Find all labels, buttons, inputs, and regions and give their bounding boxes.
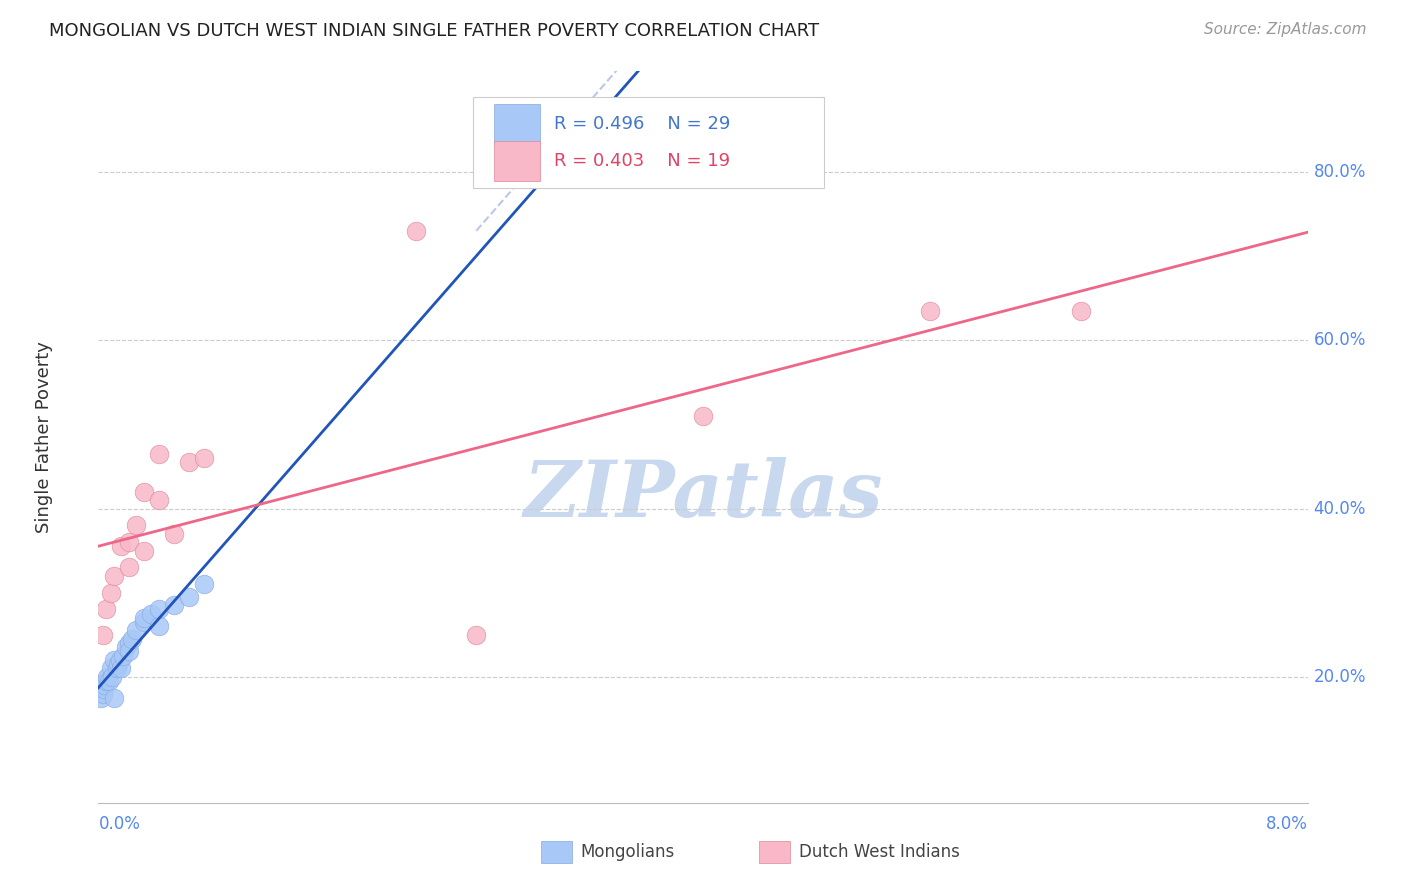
Point bbox=[132, 543, 155, 558]
FancyBboxPatch shape bbox=[494, 104, 540, 145]
Point bbox=[100, 585, 122, 599]
Text: 40.0%: 40.0% bbox=[1313, 500, 1367, 517]
Point bbox=[125, 518, 148, 533]
Text: ZIPatlas: ZIPatlas bbox=[523, 458, 883, 533]
Text: Single Father Poverty: Single Father Poverty bbox=[35, 341, 53, 533]
Point bbox=[108, 653, 131, 667]
Point bbox=[148, 493, 170, 508]
Point bbox=[110, 661, 132, 675]
Point bbox=[118, 644, 141, 658]
Point bbox=[90, 690, 112, 705]
Point bbox=[103, 653, 125, 667]
Point bbox=[111, 648, 134, 663]
Point bbox=[148, 619, 170, 633]
Point bbox=[118, 636, 141, 650]
Point bbox=[110, 540, 132, 554]
Point bbox=[101, 670, 124, 684]
Text: Source: ZipAtlas.com: Source: ZipAtlas.com bbox=[1204, 22, 1367, 37]
Point bbox=[179, 590, 201, 604]
Point bbox=[121, 632, 143, 646]
Point bbox=[918, 304, 941, 318]
Point bbox=[100, 661, 122, 675]
Point bbox=[405, 224, 427, 238]
Point bbox=[91, 627, 114, 641]
Point bbox=[125, 624, 148, 638]
Point bbox=[163, 526, 186, 541]
FancyBboxPatch shape bbox=[494, 141, 540, 181]
Text: 8.0%: 8.0% bbox=[1265, 815, 1308, 833]
Text: R = 0.496    N = 29: R = 0.496 N = 29 bbox=[554, 115, 731, 133]
Text: R = 0.403    N = 19: R = 0.403 N = 19 bbox=[554, 153, 730, 170]
Point bbox=[96, 670, 118, 684]
Text: Dutch West Indians: Dutch West Indians bbox=[799, 843, 959, 861]
Text: 0.0%: 0.0% bbox=[98, 815, 141, 833]
Point bbox=[118, 535, 141, 549]
Text: Mongolians: Mongolians bbox=[581, 843, 675, 861]
Point bbox=[93, 678, 115, 692]
Point bbox=[132, 611, 155, 625]
Point bbox=[98, 673, 121, 688]
Point bbox=[1070, 304, 1092, 318]
Point bbox=[193, 451, 215, 466]
Point bbox=[118, 560, 141, 574]
Point bbox=[132, 615, 155, 629]
Point bbox=[141, 607, 163, 621]
Point bbox=[148, 602, 170, 616]
Point bbox=[193, 577, 215, 591]
Point bbox=[179, 455, 201, 469]
Point bbox=[93, 682, 115, 697]
Point bbox=[94, 673, 117, 688]
Point bbox=[692, 409, 714, 423]
Point bbox=[465, 627, 488, 641]
Point bbox=[148, 447, 170, 461]
Text: MONGOLIAN VS DUTCH WEST INDIAN SINGLE FATHER POVERTY CORRELATION CHART: MONGOLIAN VS DUTCH WEST INDIAN SINGLE FA… bbox=[49, 22, 820, 40]
Point bbox=[103, 690, 125, 705]
FancyBboxPatch shape bbox=[474, 97, 824, 188]
Text: 60.0%: 60.0% bbox=[1313, 332, 1367, 350]
Point bbox=[163, 599, 186, 613]
Point bbox=[107, 657, 129, 671]
Text: 20.0%: 20.0% bbox=[1313, 668, 1367, 686]
Point bbox=[105, 661, 128, 675]
Text: 80.0%: 80.0% bbox=[1313, 163, 1367, 181]
Point bbox=[91, 686, 114, 700]
Point bbox=[94, 602, 117, 616]
Point bbox=[132, 484, 155, 499]
Point bbox=[103, 569, 125, 583]
Point bbox=[114, 640, 136, 655]
